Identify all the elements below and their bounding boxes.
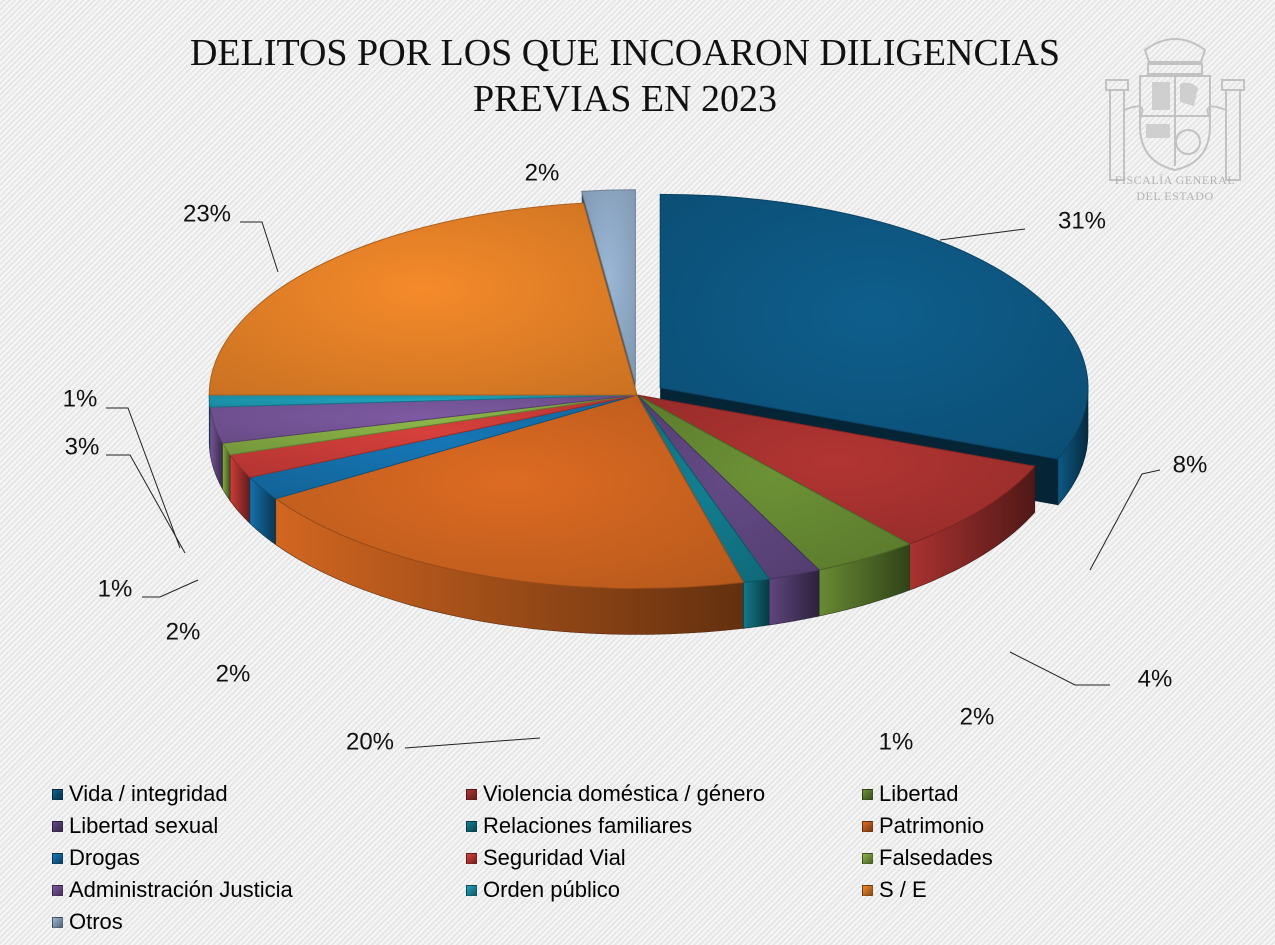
legend-swatch (52, 820, 63, 832)
legend-swatch (52, 884, 63, 896)
data-label-administracion-justicia: 3% (65, 433, 100, 460)
leader-line-orden-publico (106, 407, 181, 549)
chart-title-line-1: DELITOS POR LOS QUE INCOARON DILIGENCIAS (189, 32, 1061, 74)
legend-item-libertad: Libertad (862, 778, 959, 810)
data-label-patrimonio: 20% (346, 728, 394, 755)
data-label-s-e: 23% (183, 200, 231, 227)
logo-caption-line-2: DEL ESTADO (1136, 189, 1214, 203)
data-label-falsedades: 1% (98, 575, 133, 602)
legend-swatch (466, 884, 477, 896)
legend-label: Administración Justicia (69, 877, 293, 902)
legend-swatch (862, 820, 873, 832)
legend-label: Seguridad Vial (483, 845, 626, 870)
legend-label: Falsedades (879, 845, 993, 870)
legend-item-drogas: Drogas (52, 842, 140, 874)
legend-label: Relaciones familiares (483, 813, 693, 838)
data-label-otros: 2% (525, 159, 560, 186)
legend-swatch (466, 852, 477, 864)
legend-label: Drogas (69, 845, 140, 870)
data-label-relaciones-familiares: 1% (879, 728, 914, 755)
legend-swatch (52, 916, 63, 928)
slice-vida-integridad (659, 193, 1089, 460)
legend-label: S / E (879, 877, 927, 902)
legend-swatch (52, 852, 63, 864)
legend-item-vida-integridad: Vida / integridad (52, 778, 228, 810)
slice-otros (581, 189, 636, 384)
chart-title: DELITOS POR LOS QUE INCOARON DILIGENCIAS… (100, 30, 1150, 122)
data-label-violencia-domestica-genero: 8% (1173, 451, 1208, 478)
data-label-drogas: 2% (216, 660, 251, 687)
slice-violencia-domestica-genero (636, 394, 1036, 545)
leader-line-vida-integridad (939, 228, 1026, 241)
legend-label: Violencia doméstica / género (483, 781, 766, 806)
legend-item-libertad-sexual: Libertad sexual (52, 810, 218, 842)
leader-line-administracion-justicia (106, 454, 186, 554)
leader-line-patrimonio (404, 737, 541, 749)
pie-label-layer: 31% 8% 4% 2% 1% 20% 2% 2% 1% 3% 1% 23% 2% (63, 159, 1208, 755)
legend-item-seguridad-vial: Seguridad Vial (466, 842, 626, 874)
pie-chart: 31% 8% 4% 2% 1% 20% 2% 2% 1% 3% 1% 23% 2% (63, 159, 1208, 755)
legend-item-otros: Otros (52, 906, 123, 938)
coat-of-arms-icon (1105, 38, 1245, 181)
data-label-seguridad-vial: 2% (166, 618, 201, 645)
data-label-vida-integridad: 31% (1058, 207, 1106, 234)
legend-label: Libertad sexual (69, 813, 219, 838)
legend-item-relaciones-familiares: Relaciones familiares (466, 810, 692, 842)
leader-line-libertad (1009, 651, 1110, 686)
legend-swatch (862, 852, 873, 864)
legend-label: Vida / integridad (69, 781, 228, 806)
slice-side-relaciones-familiares (743, 578, 770, 629)
legend-item-patrimonio: Patrimonio (862, 810, 984, 842)
logo-caption-line-1: FISCALÍA GENERAL (1114, 173, 1236, 187)
legend-swatch (466, 820, 477, 832)
legend-swatch (52, 788, 63, 800)
data-label-libertad-sexual: 2% (960, 703, 995, 730)
legend-label: Libertad (879, 781, 959, 806)
chart-title-line-2: PREVIAS EN 2023 (472, 78, 778, 120)
legend-item-s-e: S / E (862, 874, 927, 906)
legend-item-administracion-justicia: Administración Justicia (52, 874, 293, 906)
leader-line-s-e (240, 221, 279, 273)
data-label-libertad: 4% (1138, 665, 1173, 692)
slice-patrimonio (274, 394, 745, 589)
legend-item-orden-publico: Orden público (466, 874, 620, 906)
data-label-orden-publico: 1% (63, 385, 98, 412)
legend-label: Orden público (483, 877, 620, 902)
legend-item-violencia-domestica-genero: Violencia doméstica / género (466, 778, 765, 810)
legend-label: Patrimonio (879, 813, 985, 838)
leader-line-violencia-domestica-genero (1089, 469, 1161, 571)
leader-line-falsedades (142, 579, 199, 598)
slice-s-e (208, 202, 638, 396)
legend-label: Otros (69, 909, 123, 934)
legend-swatch (862, 884, 873, 896)
logo-caption: FISCALÍA GENERAL DEL ESTADO (1095, 172, 1255, 204)
legend-swatch (862, 788, 873, 800)
legend-item-falsedades: Falsedades (862, 842, 993, 874)
legend-swatch (466, 788, 477, 800)
pie-top-layer (208, 189, 1089, 589)
